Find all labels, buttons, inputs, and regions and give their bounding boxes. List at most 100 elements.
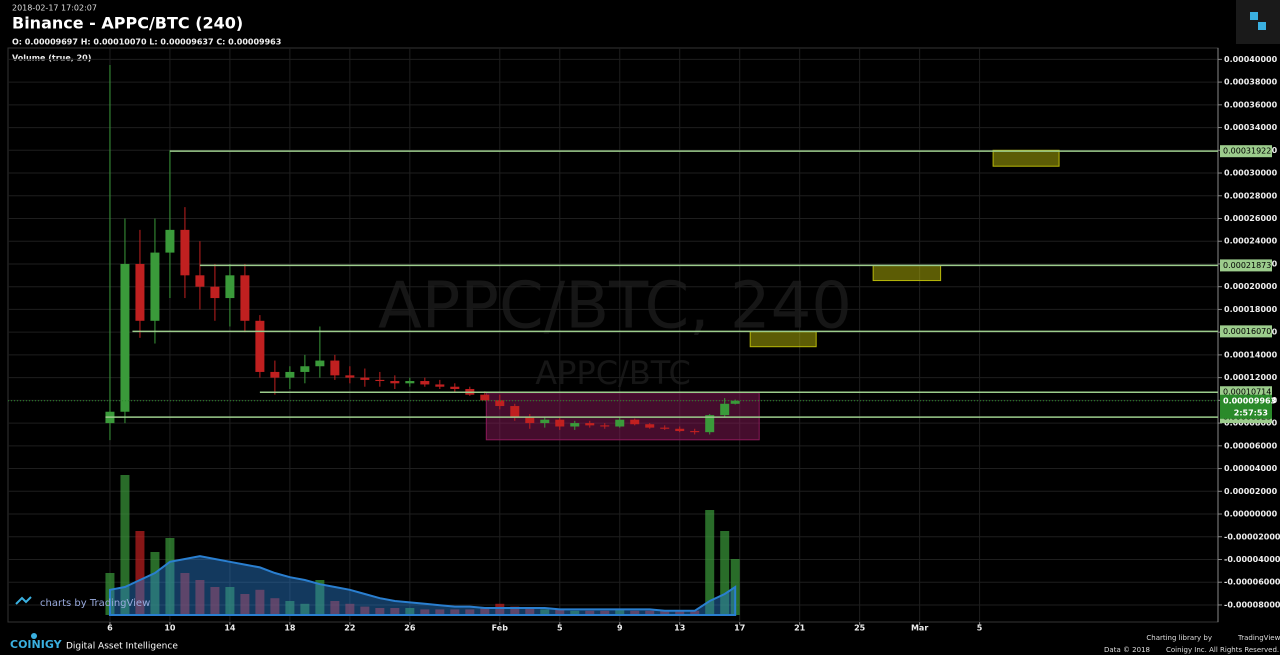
candle-body — [210, 286, 220, 299]
volume-bar — [330, 601, 340, 615]
annotation-box — [749, 331, 817, 348]
candle-body — [345, 375, 355, 378]
library-name[interactable]: TradingView — [1237, 634, 1280, 642]
candle-body — [390, 381, 400, 384]
candle-body — [645, 424, 655, 428]
volume-bar — [135, 531, 145, 615]
x-tick-label: Mar — [911, 624, 928, 633]
volume-bar — [405, 608, 415, 615]
volume-bar — [255, 589, 265, 615]
countdown: 2:57:53 — [1234, 408, 1268, 417]
rights: Coinigy Inc. All Rights Reserved. — [1166, 646, 1279, 654]
brand[interactable]: COINIGY — [10, 638, 63, 651]
y-tick-label: 0.00024000 — [1224, 237, 1278, 246]
volume-bar — [165, 538, 175, 615]
y-tick-label: -0.00004000 — [1224, 555, 1280, 564]
candle-body — [540, 419, 550, 424]
volume-bar — [615, 609, 625, 615]
y-tick-label: 0.00034000 — [1224, 123, 1278, 132]
candle-body — [585, 423, 595, 426]
candle-body — [705, 415, 715, 433]
volume-bar — [525, 608, 535, 615]
y-tick-label: 0.00012000 — [1224, 373, 1278, 382]
volume-bar — [705, 510, 715, 615]
plot-area — [7, 47, 1219, 623]
volume-bar — [360, 606, 370, 615]
brand-icon — [31, 633, 37, 639]
candle-body — [405, 381, 415, 384]
candle-body — [660, 427, 670, 429]
y-tick-label: 0.00004000 — [1224, 464, 1278, 473]
candle-body — [180, 229, 190, 276]
x-tick-label: 5 — [977, 624, 983, 633]
volume-bar — [465, 609, 475, 615]
volume-bar — [120, 475, 130, 615]
library-credit: Charting library by — [1146, 634, 1212, 642]
volume-bar — [675, 610, 685, 615]
volume-bar — [480, 608, 490, 615]
candle-body — [120, 263, 130, 412]
candle-body — [630, 419, 640, 425]
annotation-box — [992, 149, 1060, 167]
y-tick-label: 0.00020000 — [1224, 282, 1278, 291]
volume-bar — [285, 601, 295, 615]
y-tick-label: -0.00002000 — [1224, 532, 1280, 541]
volume-bar — [315, 580, 325, 615]
candle-body — [720, 403, 730, 416]
candle-body — [150, 252, 160, 321]
y-tick-label: 0.00000000 — [1224, 510, 1278, 519]
candle-body — [675, 428, 685, 432]
level-label: 0.00021873 — [1223, 261, 1271, 270]
volume-bar — [180, 573, 190, 615]
volume-bar — [420, 609, 430, 615]
y-tick-label: 0.00014000 — [1224, 350, 1278, 359]
volume-bar — [630, 610, 640, 615]
candle-body — [525, 417, 535, 424]
x-tick-label: 17 — [734, 624, 745, 633]
candle-body — [165, 229, 175, 253]
candle-body — [435, 384, 445, 387]
candle-body — [330, 360, 340, 376]
volume-bar — [225, 587, 235, 615]
candle-body — [730, 400, 740, 404]
volume-bar — [495, 603, 505, 615]
x-tick-label: 10 — [164, 624, 176, 633]
candle-body — [495, 400, 505, 407]
candle-body — [510, 406, 520, 418]
y-tick-label: 0.00006000 — [1224, 441, 1278, 450]
y-tick-label: 0.00030000 — [1224, 169, 1278, 178]
level-label-box — [1220, 325, 1272, 338]
y-tick-label: 0.00028000 — [1224, 191, 1278, 200]
tv-logo — [15, 596, 32, 605]
candle-body — [315, 360, 325, 367]
y-tick-label: -0.00006000 — [1224, 578, 1280, 587]
annotation-box — [485, 392, 760, 441]
watermark-sub: APPC/BTC — [535, 354, 691, 392]
y-tick-label: 0.00026000 — [1224, 214, 1278, 223]
level-label: 0.00031922 — [1223, 147, 1271, 156]
x-tick-label: 5 — [557, 624, 563, 633]
x-tick-label: 18 — [284, 624, 296, 633]
volume-bar — [585, 610, 595, 615]
level-label: 0.00016070 — [1223, 327, 1271, 336]
x-tick-label: 25 — [854, 624, 866, 633]
volume-bar — [270, 598, 280, 615]
candle-body — [300, 366, 310, 372]
last-price-label: 0.00009963 — [1223, 396, 1276, 405]
candle-body — [195, 275, 205, 287]
volume-bar — [645, 610, 655, 615]
tagline: Digital Asset Intelligence — [66, 642, 178, 652]
timestamp: 2018-02-17 17:02:07 — [12, 4, 97, 13]
volume-bar — [720, 531, 730, 615]
tv-credit[interactable]: charts by TradingView — [40, 598, 150, 609]
volume-bar — [195, 580, 205, 615]
candle-body — [555, 419, 565, 427]
candle-body — [255, 320, 265, 372]
level-label-box — [1220, 259, 1272, 272]
volume-bar — [435, 609, 445, 615]
volume-bar — [690, 610, 700, 615]
chart-title: Binance - APPC/BTC (240) — [12, 14, 243, 33]
candle-body — [450, 386, 460, 389]
candle-body — [375, 379, 385, 382]
